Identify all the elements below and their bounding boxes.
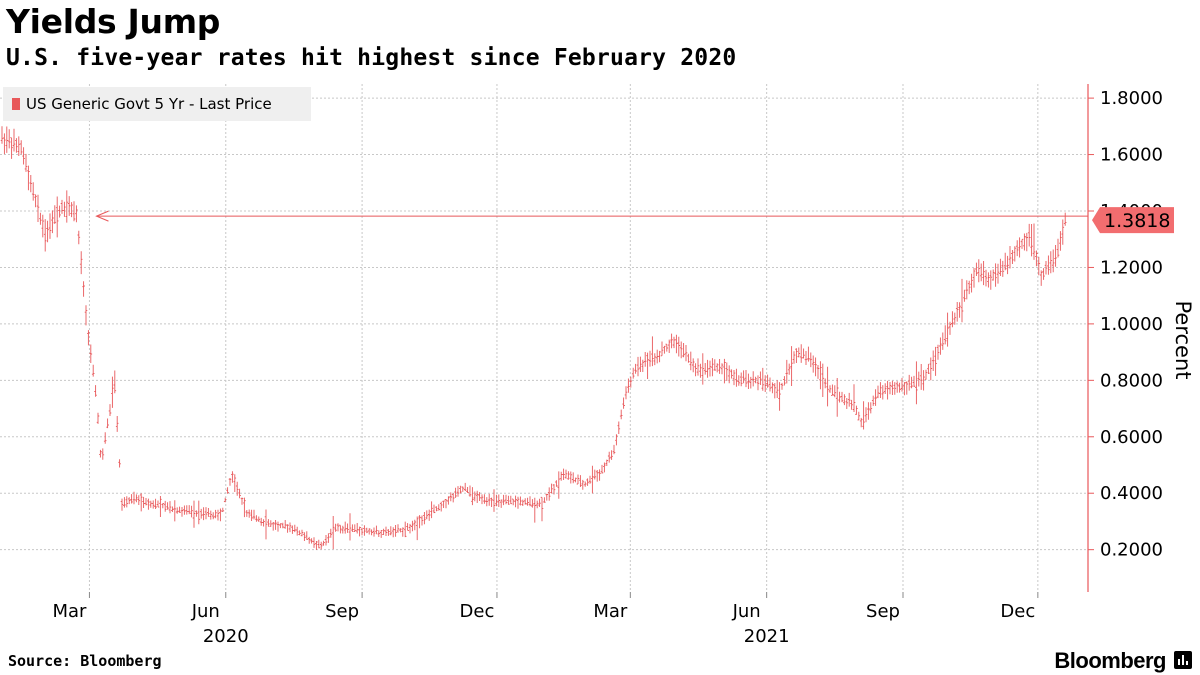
legend: US Generic Govt 5 Yr - Last Price [3, 87, 311, 121]
chart-subtitle: U.S. five-year rates hit highest since F… [6, 45, 737, 71]
bloomberg-bars-icon [1174, 651, 1192, 669]
series-us-generic-govt-5yr [0, 126, 1067, 550]
legend-swatch [12, 98, 20, 110]
y-tick-label: 0.4000 [1100, 483, 1163, 504]
x-tick-label: Sep [866, 601, 900, 622]
y-tick-label: 0.2000 [1100, 540, 1163, 561]
y-tick-label: 1.6000 [1100, 145, 1163, 166]
reference-line [95, 210, 1088, 222]
x-tick-label: Jun [732, 601, 761, 622]
chart-title: Yields Jump [6, 2, 221, 41]
x-tick-label: Jun [191, 601, 220, 622]
legend-entry: US Generic Govt 5 Yr - Last Price [26, 95, 272, 113]
y-tick-label: 1.8000 [1100, 88, 1163, 109]
x-year-label: 2020 [203, 626, 249, 647]
y-axis-label: Percent [1171, 300, 1195, 379]
series-bars [0, 126, 1067, 550]
y-tick-label: 1.2000 [1100, 257, 1163, 278]
y-tick-label: 0.6000 [1100, 427, 1163, 448]
y-tick-label: 1.0000 [1100, 314, 1163, 335]
x-axis: Mar Jun Sep Dec Mar Jun Sep Dec 2020 2021 [52, 592, 1039, 647]
last-value-label: 1.3818 [1104, 210, 1170, 232]
x-tick-label: Dec [1000, 601, 1035, 622]
x-year-label: 2021 [744, 626, 790, 647]
x-tick-label: Mar [52, 601, 87, 622]
grid-lines [0, 84, 1088, 592]
source-note: Source: Bloomberg [8, 652, 162, 670]
y-axis: 1.80001.60001.40001.20001.00000.80000.60… [1087, 84, 1195, 592]
reference-arrow [95, 210, 109, 222]
last-value-badge [1092, 207, 1174, 234]
x-tick-label: Mar [593, 601, 628, 622]
x-tick-label: Sep [325, 601, 359, 622]
legend-box [3, 87, 311, 121]
x-tick-label: Dec [460, 601, 495, 622]
y-tick-label: 0.8000 [1100, 370, 1163, 391]
brand-logo: Bloomberg [1054, 648, 1166, 673]
